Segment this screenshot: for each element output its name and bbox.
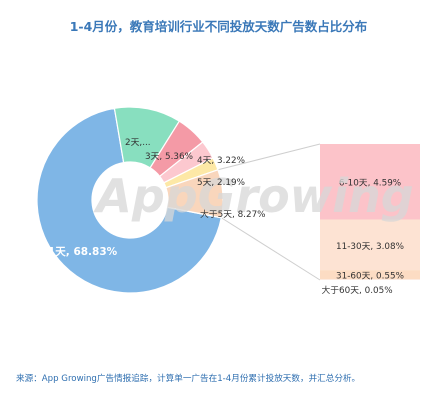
slice-label-3: 4天, 3.22% [197,156,245,166]
breakdown-label-2: 31-60天, 0.55% [336,272,404,282]
connector-line-1 [221,217,321,281]
breakdown-segment-3 [320,279,420,280]
breakdown-connectors [217,143,321,281]
breakdown-bar: 6-10天, 4.59% 11-30天, 3.08% 31-60天, 0.55% 大于… [320,144,420,296]
breakdown-segment-0 [320,144,420,220]
slice-label-4: 5天, 2.19% [197,178,245,188]
slice-label-2: 3天, 5.36% [145,152,193,162]
source-note: 来源：App Growing广告情报追踪，计算单一广告在1-4月份累计投放天数，… [16,374,361,384]
breakdown-label-1: 11-30天, 3.08% [336,242,404,252]
pie-slice-5 [165,169,224,219]
breakdown-label-3: 大于60天, 0.05% [321,284,392,296]
breakdown-segment-2 [320,270,420,280]
pie-slice-0 [36,107,222,294]
breakdown-segment-1 [320,219,420,271]
watermark-logo: AppGrowing [93,169,413,223]
slice-label-0: 1天, 68.83% [48,246,118,258]
slice-label-1: 2天,... [125,138,151,148]
chart-title: 1-4月份，教育培训行业不同投放天数广告数占比分布 [69,19,368,34]
connector-line-0 [217,143,321,171]
breakdown-label-0: 6-10天, 4.59% [339,179,401,189]
slice-label-5: 大于5天, 8.27% [200,208,266,220]
donut-chart [36,106,224,294]
slice-labels: 1天, 68.83% 2天,... 3天, 5.36% 4天, 3.22% 5天, 2.… [48,138,266,258]
